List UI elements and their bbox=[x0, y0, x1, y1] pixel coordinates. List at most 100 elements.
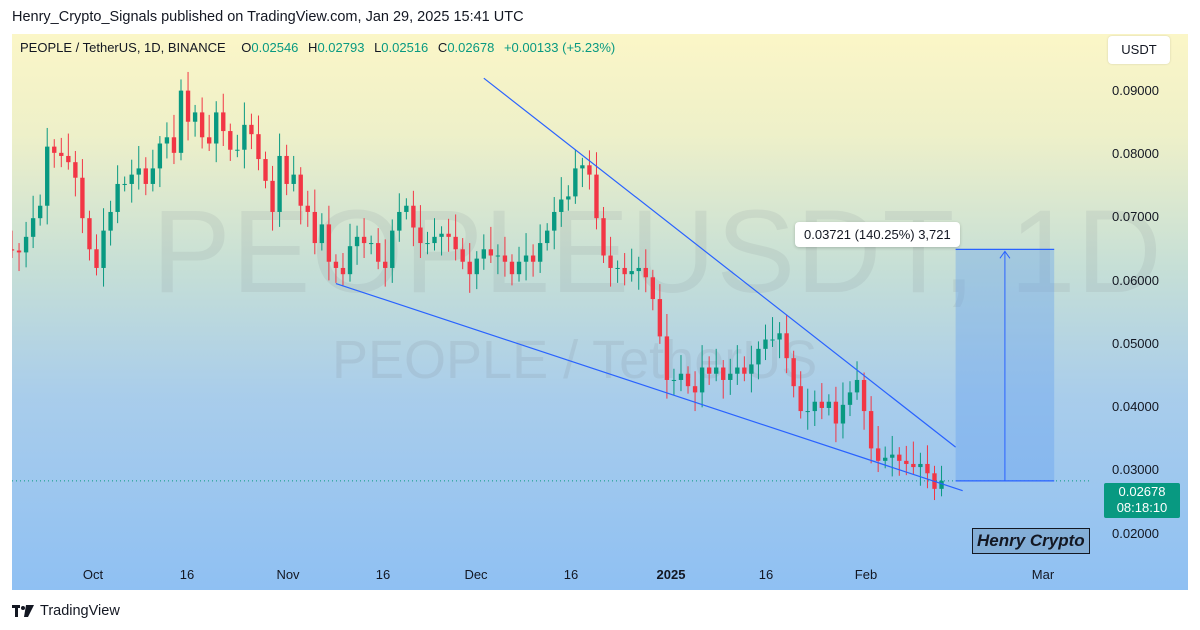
ohlc-legend: PEOPLE / TetherUS, 1D, BINANCE O0.02546 … bbox=[20, 40, 615, 55]
candle-body bbox=[474, 258, 479, 275]
candle-body bbox=[129, 174, 134, 184]
candle-body bbox=[333, 261, 339, 268]
candle-body bbox=[143, 168, 148, 184]
candle-body bbox=[361, 236, 367, 244]
candle-body bbox=[883, 457, 888, 461]
candle-body bbox=[397, 211, 402, 231]
candle-body bbox=[418, 227, 423, 244]
candle-body bbox=[249, 124, 254, 135]
footer: TradingView bbox=[12, 600, 120, 622]
candle-body bbox=[594, 174, 599, 219]
wedge-lower-trendline bbox=[335, 282, 963, 492]
candle-body bbox=[904, 460, 909, 464]
candle-body bbox=[742, 367, 747, 374]
y-tick-label: 0.04000 bbox=[1112, 399, 1159, 414]
candle-body bbox=[678, 373, 684, 380]
legend-close-label: C bbox=[437, 40, 448, 55]
candle-body bbox=[939, 480, 944, 489]
candle-body bbox=[530, 255, 536, 262]
candle-body bbox=[228, 131, 233, 150]
candle-body bbox=[861, 379, 867, 412]
x-tick-label: Oct bbox=[82, 567, 104, 582]
candle-body bbox=[80, 177, 85, 219]
last-price-value: 0.02678 bbox=[1118, 484, 1166, 499]
y-tick-label: 0.07000 bbox=[1112, 209, 1159, 224]
candle-body bbox=[728, 373, 733, 380]
candle-body bbox=[925, 463, 930, 474]
x-tick-label: Dec bbox=[464, 567, 488, 582]
candle-body bbox=[615, 267, 620, 269]
candle-body bbox=[854, 379, 860, 393]
candle-body bbox=[30, 218, 36, 237]
candle-body bbox=[235, 149, 240, 151]
candle-body bbox=[242, 124, 247, 150]
candle-body bbox=[467, 261, 472, 275]
candle-body bbox=[87, 218, 92, 250]
candle-body bbox=[495, 255, 501, 257]
candle-body bbox=[777, 333, 782, 340]
candle-body bbox=[319, 224, 325, 244]
measure-tool-label[interactable]: 0.03721 (140.25%) 3,721 bbox=[795, 222, 960, 247]
candle-body bbox=[735, 367, 740, 374]
candle-body bbox=[425, 243, 430, 245]
publisher-line: Henry_Crypto_Signals published on Tradin… bbox=[12, 9, 524, 25]
legend-symbol: PEOPLE / TetherUS, 1D, BINANCE bbox=[20, 40, 226, 55]
x-tick-label: 16 bbox=[563, 567, 579, 582]
candle-body bbox=[502, 255, 508, 262]
legend-change: +0.00133 (+5.23%) bbox=[503, 40, 616, 55]
candle-body bbox=[559, 199, 564, 212]
candle-body bbox=[918, 463, 923, 468]
y-tick-label: 0.02000 bbox=[1112, 526, 1159, 541]
candle-body bbox=[840, 404, 846, 424]
candle-body bbox=[340, 267, 346, 275]
candle-body bbox=[756, 348, 761, 365]
candle-body bbox=[432, 236, 437, 244]
candle-body bbox=[375, 243, 381, 262]
chart-area[interactable]: PEOPLEUSDT, 1D PEOPLE / TetherUS PEOPLE … bbox=[12, 34, 1188, 590]
candle-body bbox=[411, 205, 416, 228]
legend-open-value: 0.02546 bbox=[251, 40, 299, 55]
candle-body bbox=[819, 401, 825, 408]
candle-body bbox=[199, 112, 205, 138]
y-tick-label: 0.05000 bbox=[1112, 336, 1159, 351]
candle-body bbox=[37, 205, 43, 219]
publisher-bar: Henry_Crypto_Signals published on Tradin… bbox=[0, 0, 1200, 34]
candle-body bbox=[206, 137, 212, 144]
tradingview-brand: TradingView bbox=[40, 603, 120, 619]
candle-body bbox=[347, 246, 353, 275]
candle-body bbox=[12, 249, 15, 251]
candle-body bbox=[59, 152, 64, 156]
price-plot[interactable] bbox=[12, 34, 1188, 590]
candle-body bbox=[256, 134, 261, 160]
candle-body bbox=[805, 411, 810, 413]
quote-unit-button[interactable]: USDT bbox=[1108, 36, 1170, 64]
candle-body bbox=[178, 90, 184, 153]
candle-body bbox=[784, 333, 789, 359]
candle-body bbox=[580, 165, 585, 169]
candle-body bbox=[721, 367, 726, 380]
candle-body bbox=[897, 454, 902, 461]
candle-body bbox=[573, 168, 578, 197]
candle-body bbox=[136, 168, 141, 175]
candle-body bbox=[523, 255, 529, 262]
candle-body bbox=[791, 358, 796, 387]
legend-high-label: H bbox=[308, 40, 318, 55]
candle-body bbox=[601, 218, 606, 256]
candle-body bbox=[298, 174, 303, 206]
candle-body bbox=[446, 233, 451, 237]
wedge-upper-trendline bbox=[483, 77, 956, 448]
candle-body bbox=[171, 137, 177, 153]
legend-open-label: O bbox=[241, 40, 252, 55]
candle-body bbox=[404, 205, 409, 212]
candle-body bbox=[115, 183, 120, 212]
candle-body bbox=[453, 236, 458, 250]
x-tick-label: 16 bbox=[375, 567, 391, 582]
candle-body bbox=[622, 267, 627, 275]
candle-body bbox=[657, 299, 663, 337]
candle-body bbox=[629, 271, 634, 275]
candle-body bbox=[826, 401, 832, 408]
candle-body bbox=[291, 174, 296, 184]
candle-body bbox=[305, 205, 310, 212]
candle-body bbox=[16, 250, 22, 253]
candle-body bbox=[798, 386, 803, 412]
